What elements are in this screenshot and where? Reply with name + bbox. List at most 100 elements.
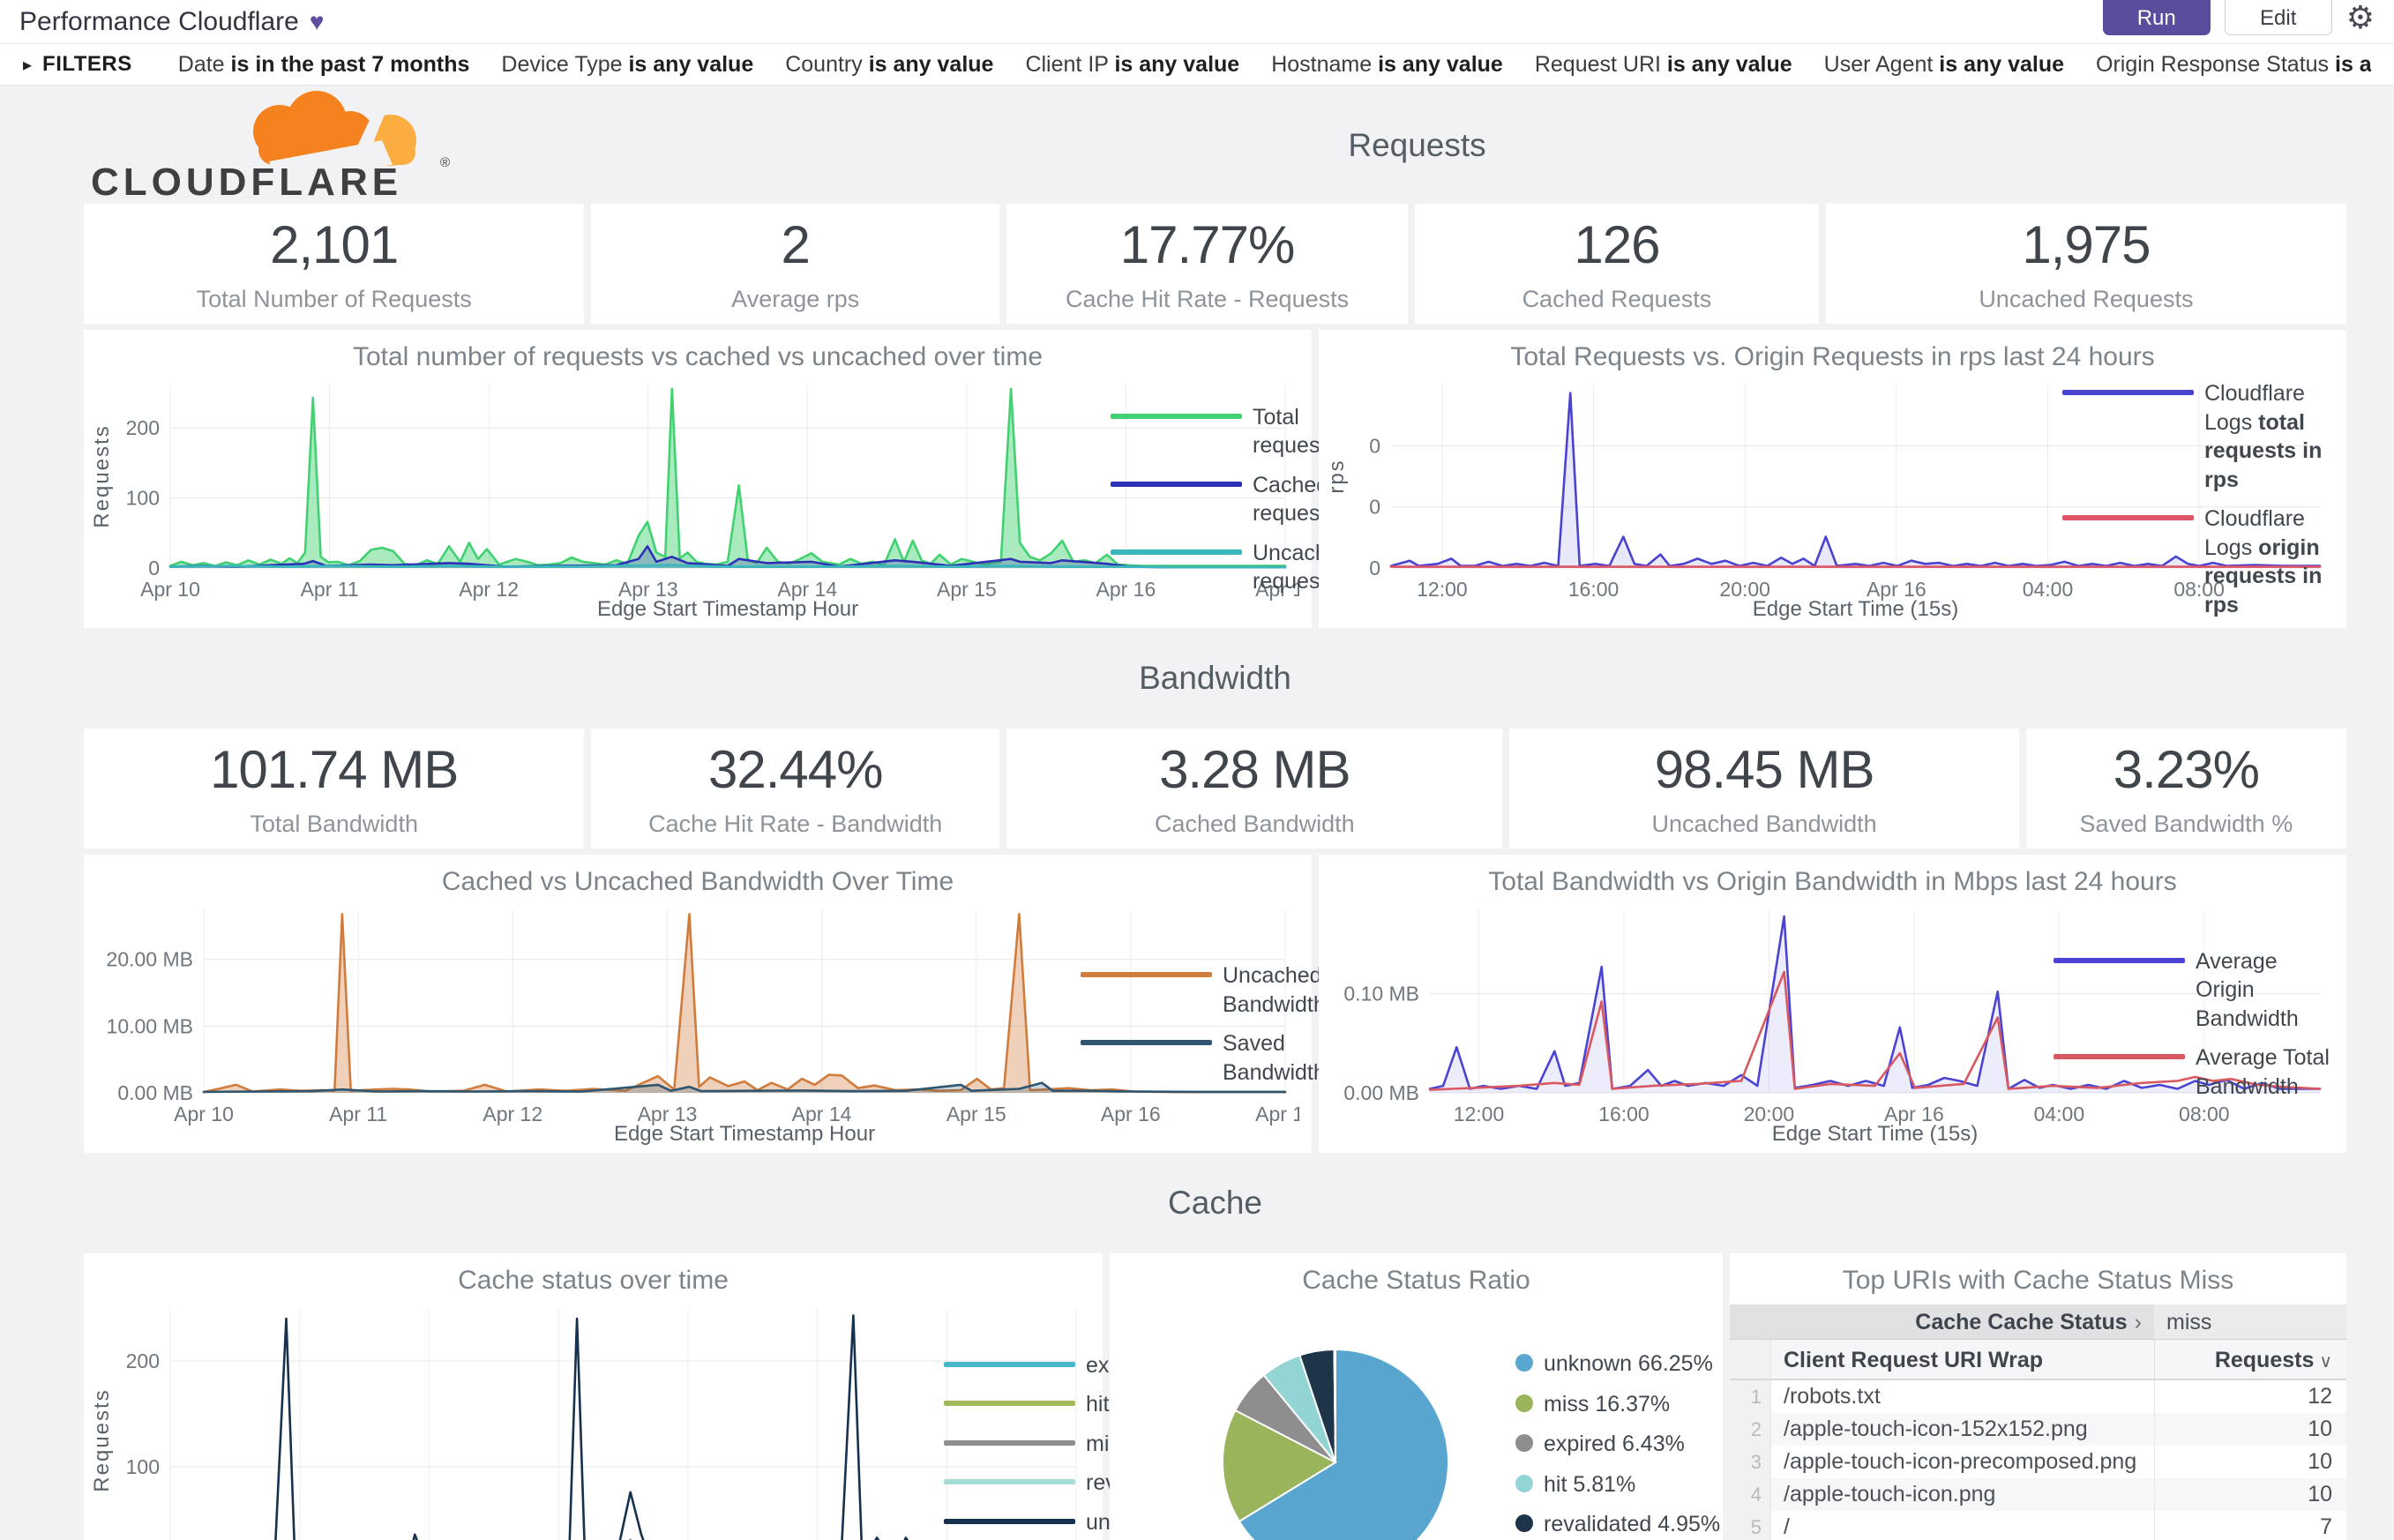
- pie-slice-updating[interactable]: [1333, 1348, 1336, 1462]
- kpi-value[interactable]: 2,101: [270, 215, 399, 274]
- kpi-label: Cache Hit Rate - Bandwidth: [648, 811, 943, 837]
- kpi-tile: 101.74 MB Total Bandwidth: [84, 729, 585, 848]
- chart-tile-cached-vs-uncached-bandwidth: Cached vs Uncached Bandwidth Over Time 0…: [84, 855, 1326, 1153]
- filter-item[interactable]: Client IP is any value: [1025, 52, 1239, 78]
- top-uris-table: Cache Cache Status › miss Client Request UR…: [1730, 1305, 2346, 1540]
- column-header-uri[interactable]: Client Request URI Wrap: [1770, 1340, 2154, 1379]
- chart-title: Total Requests vs. Origin Requests in rp…: [1510, 342, 2155, 371]
- legend-item[interactable]: miss 16.37%: [1515, 1390, 1720, 1419]
- legend-item[interactable]: Average Origin Bandwidth: [2054, 947, 2334, 1034]
- kpi-value[interactable]: 126: [1574, 215, 1660, 274]
- kpi-row-requests: 2,101 Total Number of Requests 2 Average rp…: [84, 204, 2346, 324]
- cell-requests[interactable]: 12: [2154, 1380, 2346, 1413]
- pie-slice-miss[interactable]: [1222, 1409, 1338, 1522]
- series-line[interactable]: [168, 387, 1287, 567]
- series-line[interactable]: [1428, 970, 2322, 1091]
- section-title-bandwidth: Bandwidth: [1139, 660, 1291, 696]
- table-row: 5/7: [1730, 1511, 2346, 1540]
- legend-swatch: [2062, 390, 2194, 395]
- legend-item[interactable]: hit 5.81%: [1515, 1470, 1720, 1499]
- filter-item[interactable]: User Agent is any value: [1824, 52, 2064, 78]
- legend-item[interactable]: unknown: [944, 1508, 1174, 1537]
- cell-uri[interactable]: /robots.txt: [1770, 1380, 2154, 1413]
- kpi-value[interactable]: 3.28 MB: [1159, 740, 1350, 799]
- pivot-field-label[interactable]: Cache Cache Status ›: [1730, 1305, 2154, 1339]
- x-tick-label: 08:00: [2179, 1103, 2230, 1125]
- legend-item[interactable]: Average Total Bandwidth: [2054, 1043, 2334, 1101]
- requests-vs-origin-rps-plot: 0 0 0 12:00 16:00 20:00 Apr 16 04:00 08:00 rps Edg…: [1322, 374, 2322, 624]
- legend-item[interactable]: revalidated: [944, 1469, 1193, 1498]
- legend-item[interactable]: miss: [944, 1430, 1131, 1459]
- pivot-value: miss: [2154, 1305, 2346, 1339]
- cell-requests[interactable]: 10: [2154, 1478, 2346, 1511]
- series-line[interactable]: [170, 1314, 1076, 1540]
- legend-item[interactable]: Cloudflare Logs origin requests in rps: [2062, 505, 2334, 619]
- cell-uri[interactable]: /apple-touch-icon.png: [1770, 1478, 2154, 1511]
- x-tick-label: Apr 16: [1096, 578, 1156, 601]
- cell-requests[interactable]: 7: [2154, 1511, 2346, 1540]
- legend-item[interactable]: expired 6.43%: [1515, 1430, 1720, 1459]
- column-header-requests[interactable]: Requests ∨: [2154, 1340, 2346, 1379]
- series-line[interactable]: [1428, 915, 2322, 1090]
- series-line[interactable]: [1389, 392, 2322, 567]
- x-tick-label: Apr 12: [459, 578, 519, 601]
- legend-item[interactable]: Total requests: [1111, 403, 1337, 460]
- favorite-heart-icon[interactable]: ♥: [309, 7, 325, 35]
- filters-expand-icon[interactable]: ▸: [23, 55, 33, 75]
- legend-item[interactable]: revalidated 4.95%: [1515, 1510, 1720, 1539]
- filter-field-value: is any value: [1666, 51, 1792, 77]
- legend-swatch: [1081, 1040, 1212, 1045]
- filters-label[interactable]: FILTERS: [42, 52, 132, 76]
- legend-label: hit 5.81%: [1544, 1471, 1636, 1497]
- cell-uri[interactable]: /apple-touch-icon-152x152.png: [1770, 1413, 2154, 1446]
- filter-field-name: User Agent: [1823, 51, 1940, 77]
- legend-item[interactable]: hit: [944, 1390, 1109, 1419]
- pie-slice-unknown[interactable]: [1238, 1348, 1449, 1540]
- cell-uri[interactable]: /: [1770, 1511, 2154, 1540]
- legend-item[interactable]: Cached requests: [1111, 471, 1337, 528]
- filter-item[interactable]: Device Type is any value: [501, 52, 753, 78]
- series-line[interactable]: [168, 564, 1287, 569]
- kpi-value[interactable]: 98.45 MB: [1654, 740, 1875, 799]
- legend-label: Average Total Bandwidth: [2196, 1045, 2330, 1099]
- x-axis-title: Edge Start Time (15s): [1753, 597, 1958, 621]
- gear-icon[interactable]: ⚙: [2345, 0, 2375, 35]
- kpi-value[interactable]: 17.77%: [1119, 215, 1295, 274]
- edit-button[interactable]: Edit: [2224, 0, 2332, 35]
- x-tick-label: Apr 16: [1884, 1103, 1944, 1125]
- kpi-value[interactable]: 101.74 MB: [210, 740, 459, 799]
- requests-over-time-legend: Total requests Cached requests Uncached re…: [1111, 374, 1352, 624]
- kpi-value[interactable]: 1,975: [2022, 215, 2151, 274]
- y-tick-label: 10.00 MB: [107, 1014, 193, 1037]
- legend-item[interactable]: Uncached requests: [1111, 539, 1352, 596]
- filter-item[interactable]: Country is any value: [785, 52, 993, 78]
- table-tile-top-uris: Top URIs with Cache Status Miss Cache Ca…: [1730, 1253, 2346, 1540]
- series-line[interactable]: [168, 545, 1287, 569]
- filter-item[interactable]: Date is in the past 7 months: [178, 52, 470, 78]
- cell-requests[interactable]: 10: [2154, 1446, 2346, 1478]
- run-button[interactable]: Run: [2102, 0, 2211, 35]
- legend-swatch: [944, 1479, 1075, 1484]
- chart-tile-total-vs-origin-bandwidth: Total Bandwidth vs Origin Bandwidth in M…: [1319, 855, 2346, 1153]
- kpi-row-bandwidth: 101.74 MB Total Bandwidth 32.44% Cache Hit …: [84, 729, 2347, 848]
- kpi-value[interactable]: 3.23%: [2113, 740, 2260, 799]
- kpi-value[interactable]: 32.44%: [707, 740, 883, 799]
- cell-requests[interactable]: 10: [2154, 1413, 2346, 1446]
- cell-uri[interactable]: /apple-touch-icon-precomposed.png: [1770, 1446, 2154, 1478]
- legend-item[interactable]: expired: [944, 1351, 1158, 1380]
- x-tick-label: 12:00: [1454, 1103, 1505, 1125]
- series-line[interactable]: [202, 1081, 1287, 1094]
- legend-item[interactable]: unknown 66.25%: [1515, 1349, 1720, 1379]
- legend-item[interactable]: Uncached Bandwidth: [1081, 961, 1326, 1019]
- legend-item[interactable]: Saved Bandwidth: [1081, 1029, 1326, 1087]
- legend-item[interactable]: Cloudflare Logs total requests in rps: [2062, 379, 2334, 494]
- legend-swatch: [944, 1361, 1075, 1367]
- kpi-value[interactable]: 2: [781, 215, 811, 274]
- requests_over_time-svg: 0 100 200 Apr 10 Apr 11 Apr 12 Apr 13 Apr 14 Apr…: [90, 385, 1299, 621]
- filter-item[interactable]: Origin Response Status is any value: [2096, 52, 2371, 78]
- y-tick-label: 0: [148, 557, 160, 579]
- filter-item[interactable]: Hostname is any value: [1271, 52, 1503, 78]
- filter-item[interactable]: Request URI is any value: [1535, 52, 1792, 78]
- legend-label: miss 16.37%: [1544, 1391, 1671, 1417]
